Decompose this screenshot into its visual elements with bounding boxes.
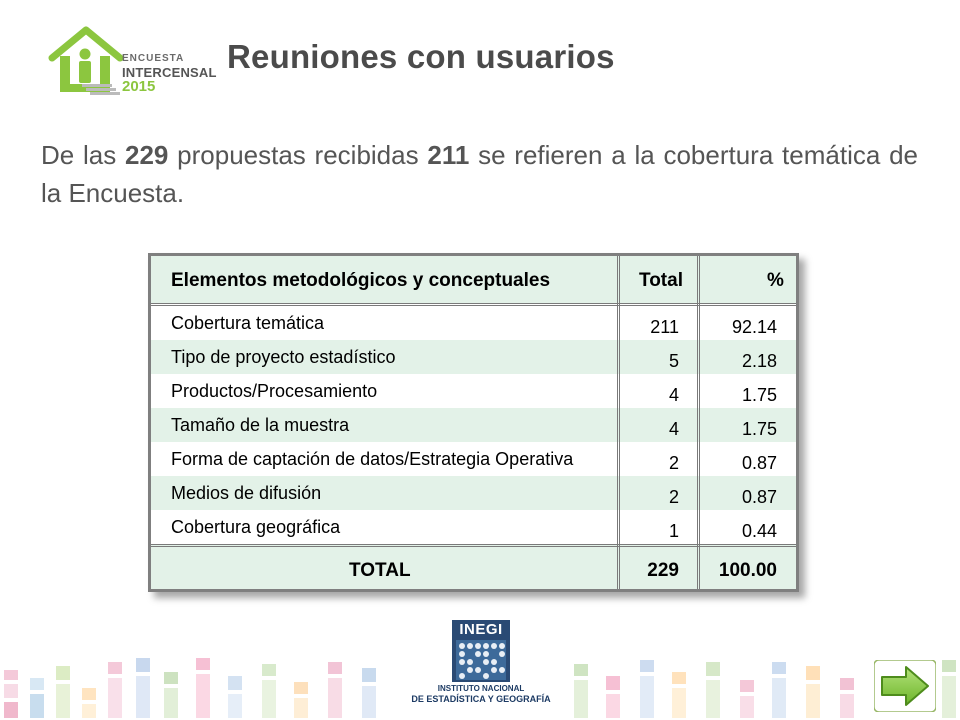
slide-title: Reuniones con usuarios <box>227 38 615 75</box>
row-total: 2 <box>668 453 679 473</box>
row-label: Forma de captación de datos/Estrategia O… <box>171 449 574 469</box>
next-slide-button[interactable] <box>873 659 937 713</box>
row-total: 1 <box>668 521 679 541</box>
encuesta-intercensal-logo: ENCUESTA INTERCENSAL 2015 <box>48 24 216 96</box>
total-divider <box>151 544 796 547</box>
row-percent: 0.87 <box>741 487 777 507</box>
next-arrow-icon <box>873 659 937 713</box>
row-total: 4 <box>668 419 679 439</box>
row-total: 4 <box>668 385 679 405</box>
header-elements: Elementos metodológicos y conceptuales <box>171 270 551 291</box>
intro-topic-count: 211 <box>427 140 470 170</box>
row-percent: 2.18 <box>741 351 777 371</box>
inegi-acronym: INEGI <box>459 621 503 638</box>
table-header-background <box>151 256 796 304</box>
table-row-background <box>151 408 796 442</box>
intro-paragraph: De las 229 propuestas recibidas 211 se r… <box>41 136 918 212</box>
column-divider <box>697 256 700 589</box>
total-label: TOTAL <box>349 560 411 581</box>
table-row-background <box>151 340 796 374</box>
row-label: Cobertura temática <box>171 313 325 333</box>
inegi-emblem: INEGI <box>452 620 510 682</box>
intro-text-3: se refieren a la cobertura temática de l… <box>41 140 918 208</box>
row-percent: 0.87 <box>741 453 777 473</box>
intro-total-count: 229 <box>125 140 169 170</box>
total-percent: 100.00 <box>718 560 777 581</box>
logo-line-2: INTERCENSAL <box>122 65 217 80</box>
row-total: 5 <box>668 351 679 371</box>
inegi-logo: INEGI INSTITUTO NACIONAL DE ESTADÍSTICA … <box>406 620 556 708</box>
inegi-name-line-1: INSTITUTO NACIONAL <box>437 684 525 693</box>
row-label: Cobertura geográfica <box>171 517 341 537</box>
header-total: Total <box>639 270 683 291</box>
footer-decorative-bars <box>0 650 960 720</box>
intro-text-1: De las <box>41 140 125 170</box>
house-person-logo-icon <box>48 26 124 95</box>
table-row-background <box>151 476 796 510</box>
inegi-name-line-2: DE ESTADÍSTICA Y GEOGRAFÍA <box>411 694 551 704</box>
row-label: Medios de difusión <box>171 483 322 503</box>
inegi-dots-icon <box>456 640 506 680</box>
column-divider <box>617 256 620 589</box>
row-percent: 1.75 <box>741 385 777 405</box>
row-total: 211 <box>650 317 679 337</box>
row-percent: 0.44 <box>741 521 777 541</box>
proposals-table: Elementos metodológicos y conceptuales T… <box>148 253 799 592</box>
table-total-background <box>151 545 796 589</box>
intro-text-2: propuestas recibidas <box>168 140 428 170</box>
row-label: Tipo de proyecto estadístico <box>171 347 396 367</box>
row-label: Productos/Procesamiento <box>171 381 378 401</box>
header-divider <box>151 303 796 306</box>
logo-line-1: ENCUESTA <box>122 53 185 64</box>
row-label: Tamaño de la muestra <box>171 415 350 435</box>
row-total: 2 <box>668 487 679 507</box>
logo-line-3: 2015 <box>122 78 156 95</box>
total-count: 229 <box>647 560 679 581</box>
row-percent: 92.14 <box>731 317 777 337</box>
header-percent: % <box>767 270 784 291</box>
row-percent: 1.75 <box>741 419 777 439</box>
